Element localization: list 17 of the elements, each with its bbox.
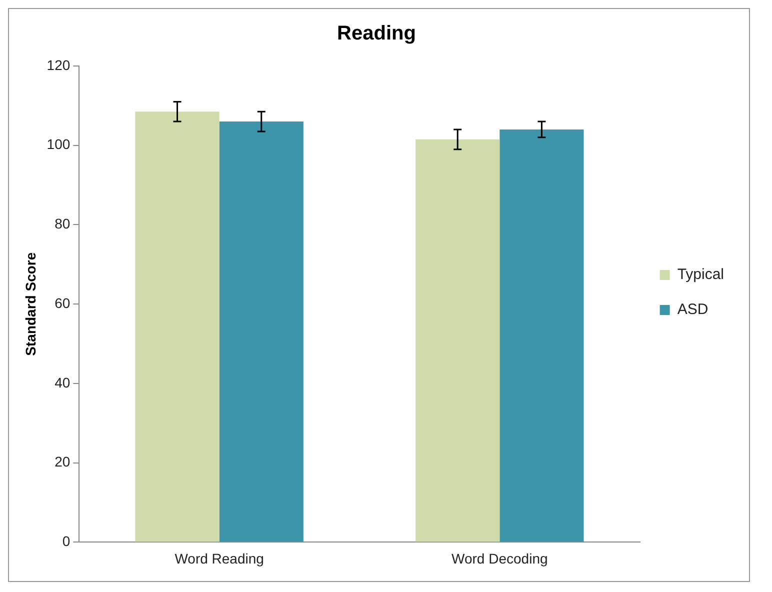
chart-title: Reading	[337, 22, 416, 45]
y-tick-label: 80	[54, 216, 70, 232]
y-tick-label: 0	[62, 533, 70, 550]
y-axis-title: Standard Score	[22, 252, 38, 356]
legend-label: ASD	[677, 301, 708, 318]
y-tick-label: 20	[54, 454, 70, 470]
bar	[219, 122, 304, 542]
bar	[500, 129, 584, 542]
x-tick-label: Word Reading	[174, 550, 264, 566]
legend-label: Typical	[677, 266, 724, 284]
y-tick-label: 40	[54, 374, 70, 390]
bar	[416, 139, 500, 542]
y-tick-label: 120	[46, 56, 70, 73]
bar	[135, 112, 220, 542]
y-tick-label: 100	[46, 136, 70, 152]
y-tick-label: 60	[54, 294, 70, 311]
x-tick-label: Word Decoding	[452, 550, 548, 566]
